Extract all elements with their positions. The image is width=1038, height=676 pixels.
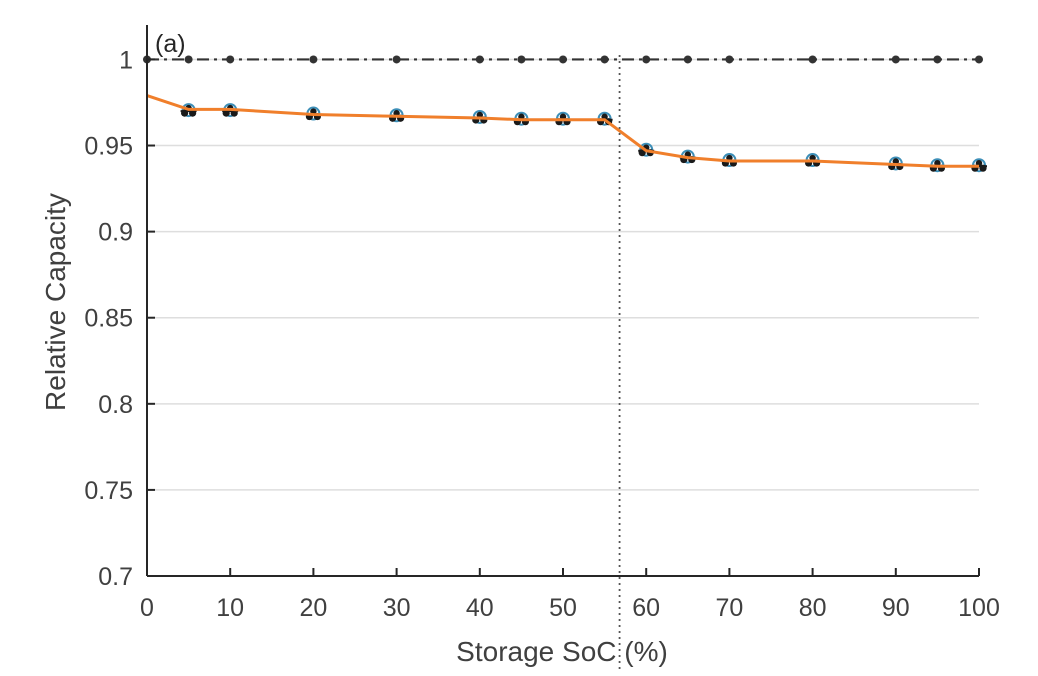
y-tick-label-3: 0.85 — [84, 305, 133, 333]
x-tick-label-9: 90 — [882, 594, 910, 622]
reference-dot-15 — [975, 55, 983, 64]
x-tick-label-1: 10 — [216, 594, 244, 622]
reference-dot-12 — [808, 55, 817, 64]
fit-line — [146, 94, 979, 168]
reference-dot-3 — [309, 55, 318, 64]
x-tick-label-5: 50 — [549, 594, 577, 622]
y-tick-label-1: 0.75 — [84, 477, 133, 505]
y-tick-label-2: 0.8 — [98, 391, 133, 419]
fit-line-path — [146, 94, 979, 168]
reference-dot-13 — [891, 55, 900, 64]
y-tick-label-5: 0.95 — [84, 133, 133, 161]
reference-dot-7 — [559, 55, 567, 64]
y-tick-label-4: 0.9 — [98, 219, 133, 247]
y-axis-ticks: 0.7 0.75 0.8 0.85 0.9 0.95 1 — [84, 46, 155, 591]
reference-dot-9 — [642, 55, 651, 64]
reference-dot-14 — [933, 55, 942, 64]
y-tick-label-6: 1 — [119, 46, 133, 74]
x-tick-label-10: 100 — [958, 594, 1000, 622]
reference-dot-10 — [683, 55, 692, 64]
x-tick-label-8: 80 — [799, 594, 827, 622]
x-tick-label-2: 20 — [299, 594, 327, 622]
reference-dot-1 — [184, 55, 193, 64]
x-tick-label-3: 30 — [383, 594, 411, 622]
x-tick-label-7: 70 — [715, 594, 743, 622]
x-tick-label-6: 60 — [632, 594, 660, 622]
x-tick-label-4: 40 — [466, 594, 494, 622]
reference-dot-11 — [725, 55, 734, 64]
reference-dot-4 — [392, 55, 401, 64]
y-tick-label-0: 0.7 — [98, 563, 133, 591]
reference-line — [143, 55, 983, 64]
reference-dot-5 — [475, 55, 484, 64]
reference-dot-6 — [517, 55, 526, 64]
x-axis-title: Storage SoC (%) — [456, 636, 668, 667]
x-axis-ticks: 0 10 20 30 40 50 60 70 80 90 100 — [140, 568, 1000, 622]
reference-dot-2 — [226, 55, 235, 64]
y-axis-title: Relative Capacity — [40, 193, 71, 411]
x-tick-label-0: 0 — [140, 594, 154, 622]
panel-label: (a) — [155, 30, 186, 58]
reference-dot-8 — [600, 55, 609, 64]
axes — [146, 25, 979, 577]
